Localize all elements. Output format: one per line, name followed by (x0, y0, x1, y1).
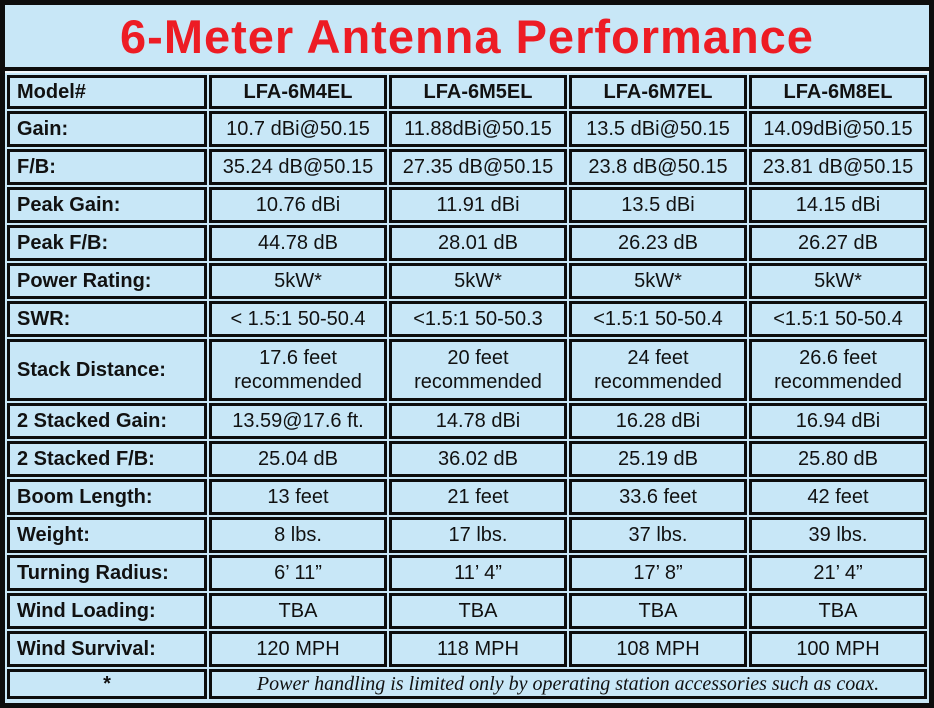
value-cell: TBA (749, 593, 927, 629)
row-label: Stack Distance: (7, 339, 207, 401)
value-cell: TBA (209, 593, 387, 629)
table-row: Gain: 10.7 dBi@50.15 11.88dBi@50.15 13.5 dB… (7, 111, 927, 147)
value-cell: 39 lbs. (749, 517, 927, 553)
table-row: Peak F/B: 44.78 dB 28.01 dB 26.23 dB 26.27 d… (7, 225, 927, 261)
header-row: Model# LFA-6M4EL LFA-6M5EL LFA-6M7EL LFA… (7, 75, 927, 109)
footnote-text: Power handling is limited only by operat… (209, 669, 927, 699)
table-row: Peak Gain: 10.76 dBi 11.91 dBi 13.5 dBi 14.1… (7, 187, 927, 223)
value-cell: 37 lbs. (569, 517, 747, 553)
value-cell: 11.91 dBi (389, 187, 567, 223)
value-cell: < 1.5:1 50-50.4 (209, 301, 387, 337)
row-label: 2 Stacked F/B: (7, 441, 207, 477)
value-cell: 5kW* (569, 263, 747, 299)
value-cell: 36.02 dB (389, 441, 567, 477)
column-header-lfa-6m4el: LFA-6M4EL (209, 75, 387, 109)
value-cell: 27.35 dB@50.15 (389, 149, 567, 185)
table-row: Wind Loading: TBA TBA TBA TBA (7, 593, 927, 629)
table-row: Stack Distance: 17.6 feet recommended 20 f… (7, 339, 927, 401)
value-cell: 100 MPH (749, 631, 927, 667)
table-row: Boom Length: 13 feet 21 feet 33.6 feet 42 fe… (7, 479, 927, 515)
value-cell: 10.7 dBi@50.15 (209, 111, 387, 147)
performance-table: Model# LFA-6M4EL LFA-6M5EL LFA-6M7EL LFA… (5, 73, 929, 701)
value-cell: TBA (569, 593, 747, 629)
page-title: 6-Meter Antenna Performance (120, 9, 814, 63)
value-cell: <1.5:1 50-50.4 (749, 301, 927, 337)
table-row: Weight: 8 lbs. 17 lbs. 37 lbs. 39 lbs. (7, 517, 927, 553)
value-cell: 13.5 dBi@50.15 (569, 111, 747, 147)
title-box: 6-Meter Antenna Performance (5, 5, 929, 71)
value-cell: 26.27 dB (749, 225, 927, 261)
value-cell: 5kW* (749, 263, 927, 299)
table-row: Wind Survival: 120 MPH 118 MPH 108 MPH 100 M… (7, 631, 927, 667)
asterisk-marker: * (7, 669, 207, 699)
row-label: Wind Survival: (7, 631, 207, 667)
value-cell: 26.6 feet recommended (749, 339, 927, 401)
row-label: Peak Gain: (7, 187, 207, 223)
value-cell: 25.80 dB (749, 441, 927, 477)
column-header-lfa-6m5el: LFA-6M5EL (389, 75, 567, 109)
value-cell: 14.78 dBi (389, 403, 567, 439)
value-cell: 33.6 feet (569, 479, 747, 515)
value-cell: 120 MPH (209, 631, 387, 667)
footnote-row: * Power handling is limited only by oper… (7, 669, 927, 699)
value-cell: 25.04 dB (209, 441, 387, 477)
table-row: F/B: 35.24 dB@50.15 27.35 dB@50.15 23.8 dB@… (7, 149, 927, 185)
value-cell: 10.76 dBi (209, 187, 387, 223)
row-label: Power Rating: (7, 263, 207, 299)
value-cell: 20 feet recommended (389, 339, 567, 401)
value-cell: 35.24 dB@50.15 (209, 149, 387, 185)
table-row: SWR: < 1.5:1 50-50.4 <1.5:1 50-50.3 <1.5:1 … (7, 301, 927, 337)
row-label: Wind Loading: (7, 593, 207, 629)
divider (5, 71, 929, 73)
value-cell: 23.8 dB@50.15 (569, 149, 747, 185)
table-row: 2 Stacked F/B: 25.04 dB 36.02 dB 25.19 dB 25… (7, 441, 927, 477)
value-cell: 14.09dBi@50.15 (749, 111, 927, 147)
value-cell: 16.28 dBi (569, 403, 747, 439)
row-label: Turning Radius: (7, 555, 207, 591)
value-cell: 28.01 dB (389, 225, 567, 261)
value-cell: 23.81 dB@50.15 (749, 149, 927, 185)
row-label: Gain: (7, 111, 207, 147)
table-row: 2 Stacked Gain: 13.59@17.6 ft. 14.78 dBi 16… (7, 403, 927, 439)
value-cell: <1.5:1 50-50.4 (569, 301, 747, 337)
value-cell: 21’ 4” (749, 555, 927, 591)
value-cell: 42 feet (749, 479, 927, 515)
value-cell: 108 MPH (569, 631, 747, 667)
row-label: SWR: (7, 301, 207, 337)
value-cell: TBA (389, 593, 567, 629)
table-row: Turning Radius: 6’ 11” 11’ 4” 17’ 8” 21’ 4” (7, 555, 927, 591)
row-label: Peak F/B: (7, 225, 207, 261)
value-cell: 44.78 dB (209, 225, 387, 261)
value-cell: 14.15 dBi (749, 187, 927, 223)
value-cell: 17 lbs. (389, 517, 567, 553)
value-cell: 13.5 dBi (569, 187, 747, 223)
value-cell: 11.88dBi@50.15 (389, 111, 567, 147)
value-cell: 11’ 4” (389, 555, 567, 591)
column-header-model: Model# (7, 75, 207, 109)
column-header-lfa-6m8el: LFA-6M8EL (749, 75, 927, 109)
value-cell: 17.6 feet recommended (209, 339, 387, 401)
value-cell: 21 feet (389, 479, 567, 515)
value-cell: 8 lbs. (209, 517, 387, 553)
table-row: Power Rating: 5kW* 5kW* 5kW* 5kW* (7, 263, 927, 299)
row-label: Weight: (7, 517, 207, 553)
value-cell: 118 MPH (389, 631, 567, 667)
value-cell: 5kW* (389, 263, 567, 299)
row-label: F/B: (7, 149, 207, 185)
value-cell: 24 feet recommended (569, 339, 747, 401)
value-cell: 13 feet (209, 479, 387, 515)
value-cell: 25.19 dB (569, 441, 747, 477)
row-label: Boom Length: (7, 479, 207, 515)
value-cell: 17’ 8” (569, 555, 747, 591)
value-cell: 6’ 11” (209, 555, 387, 591)
value-cell: 13.59@17.6 ft. (209, 403, 387, 439)
column-header-lfa-6m7el: LFA-6M7EL (569, 75, 747, 109)
value-cell: 5kW* (209, 263, 387, 299)
row-label: 2 Stacked Gain: (7, 403, 207, 439)
value-cell: <1.5:1 50-50.3 (389, 301, 567, 337)
value-cell: 16.94 dBi (749, 403, 927, 439)
value-cell: 26.23 dB (569, 225, 747, 261)
